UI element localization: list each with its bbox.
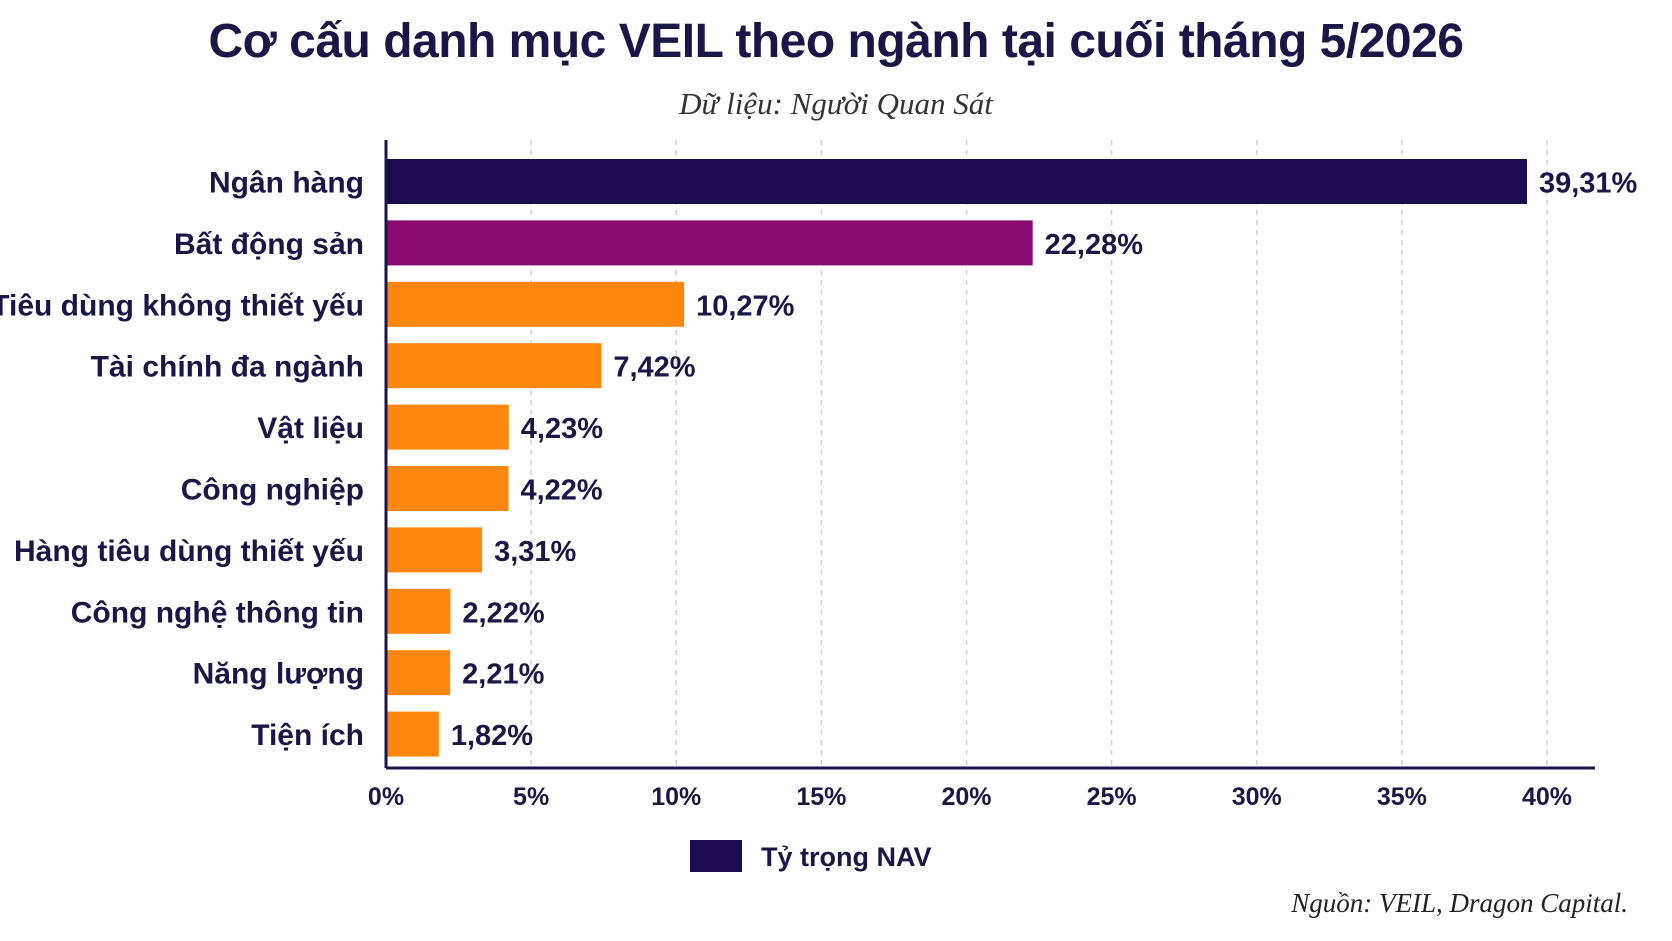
x-tick-label: 35% (1377, 783, 1427, 811)
legend-swatch (690, 840, 742, 872)
category-label: Ngân hàng (209, 167, 364, 200)
legend-label: Tỷ trọng NAV (761, 842, 932, 872)
value-label: 7,42% (613, 352, 695, 384)
value-label: 2,21% (462, 659, 544, 691)
x-tick-label: 25% (1087, 783, 1137, 811)
bar (386, 159, 1527, 204)
chart-title: Cơ cấu danh mục VEIL theo ngành tại cuối… (208, 15, 1464, 68)
category-label: Công nghệ thông tin (71, 596, 364, 629)
category-label: Tài chính đa ngành (91, 351, 364, 384)
category-label: Tiện ích (251, 719, 364, 752)
bar (386, 711, 439, 757)
x-tick-label: 0% (368, 783, 404, 811)
value-label: 2,22% (462, 597, 544, 629)
value-label: 1,82% (451, 720, 533, 752)
value-label: 4,23% (521, 413, 603, 445)
bar (386, 650, 451, 696)
value-label: 22,28% (1045, 229, 1144, 261)
bar (386, 404, 509, 450)
value-label: 3,31% (494, 536, 576, 568)
x-tick-label: 10% (651, 783, 701, 811)
category-label: Năng lượng (193, 658, 364, 691)
value-label: 39,31% (1539, 168, 1638, 200)
value-label: 10,27% (696, 290, 795, 322)
bar (386, 281, 685, 327)
chart-subtitle: Dữ liệu: Người Quan Sát (679, 86, 993, 121)
value-label: 4,22% (520, 475, 602, 507)
x-tick-label: 15% (796, 783, 846, 811)
bar (386, 527, 483, 573)
x-tick-label: 5% (513, 783, 549, 811)
x-tick-label: 20% (941, 783, 991, 811)
category-label: Công nghiệp (181, 474, 364, 507)
category-label: Tiêu dùng không thiết yếu (0, 289, 364, 322)
bar (386, 343, 602, 389)
bar (386, 466, 509, 511)
category-label: Bất động sản (174, 228, 364, 261)
x-tick-label: 30% (1232, 783, 1282, 811)
category-label: Vật liệu (257, 412, 364, 445)
x-tick-label: 40% (1522, 783, 1572, 811)
category-label: Hàng tiêu dùng thiết yếu (14, 535, 364, 568)
chart-source: Nguồn: VEIL, Dragon Capital. (1291, 888, 1628, 918)
bar (386, 588, 451, 634)
bar (386, 220, 1033, 266)
